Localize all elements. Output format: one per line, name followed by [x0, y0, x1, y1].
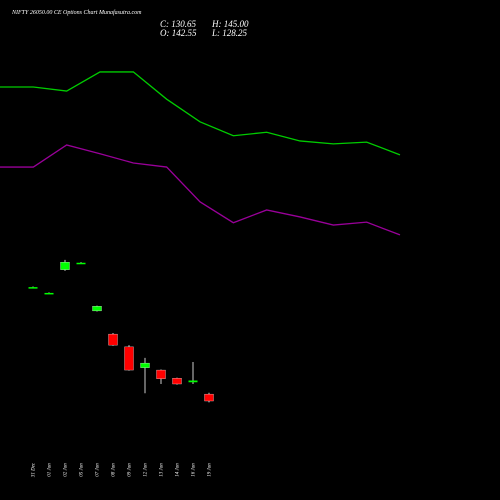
x-tick-label: 07 Jan: [96, 463, 101, 477]
close-label: C: 130.65: [160, 19, 197, 29]
x-tick-label: 02 Jan: [64, 463, 69, 477]
x-tick-label: 31 Dec: [32, 462, 37, 477]
open-label: O: 142.55: [160, 28, 197, 38]
candle-body: [172, 378, 182, 385]
candle-body: [204, 393, 214, 402]
candle-body: [28, 287, 38, 289]
chart-title: NIFTY 26050.00 CE Options Chart Munafasu…: [11, 9, 142, 16]
x-tick-label: 08 Jan: [112, 463, 117, 477]
candle-body: [140, 362, 150, 368]
x-tick-label: 16 Jan: [192, 463, 197, 477]
x-tick-label: 14 Jan: [176, 463, 181, 477]
indicator-line: [0, 71, 401, 156]
x-tick-label: 19 Jan: [208, 463, 213, 477]
candle-body: [156, 369, 166, 379]
x-tick-label: 09 Jan: [128, 463, 133, 477]
candle-body: [108, 333, 118, 346]
x-tick-label: 01 Jan: [48, 463, 53, 477]
candle-body: [124, 346, 134, 371]
indicator-line: [0, 144, 401, 236]
high-label: H: 145.00: [211, 19, 249, 29]
candle-body: [44, 292, 54, 295]
candle-body: [76, 262, 86, 265]
candle-body: [60, 262, 70, 270]
candle-body: [92, 306, 102, 312]
low-label: L: 128.25: [211, 28, 248, 38]
x-tick-label: 13 Jan: [160, 463, 165, 477]
candle-body: [188, 380, 198, 383]
x-tick-label: 12 Jan: [144, 463, 149, 477]
x-tick-label: 05 Jan: [80, 463, 85, 477]
